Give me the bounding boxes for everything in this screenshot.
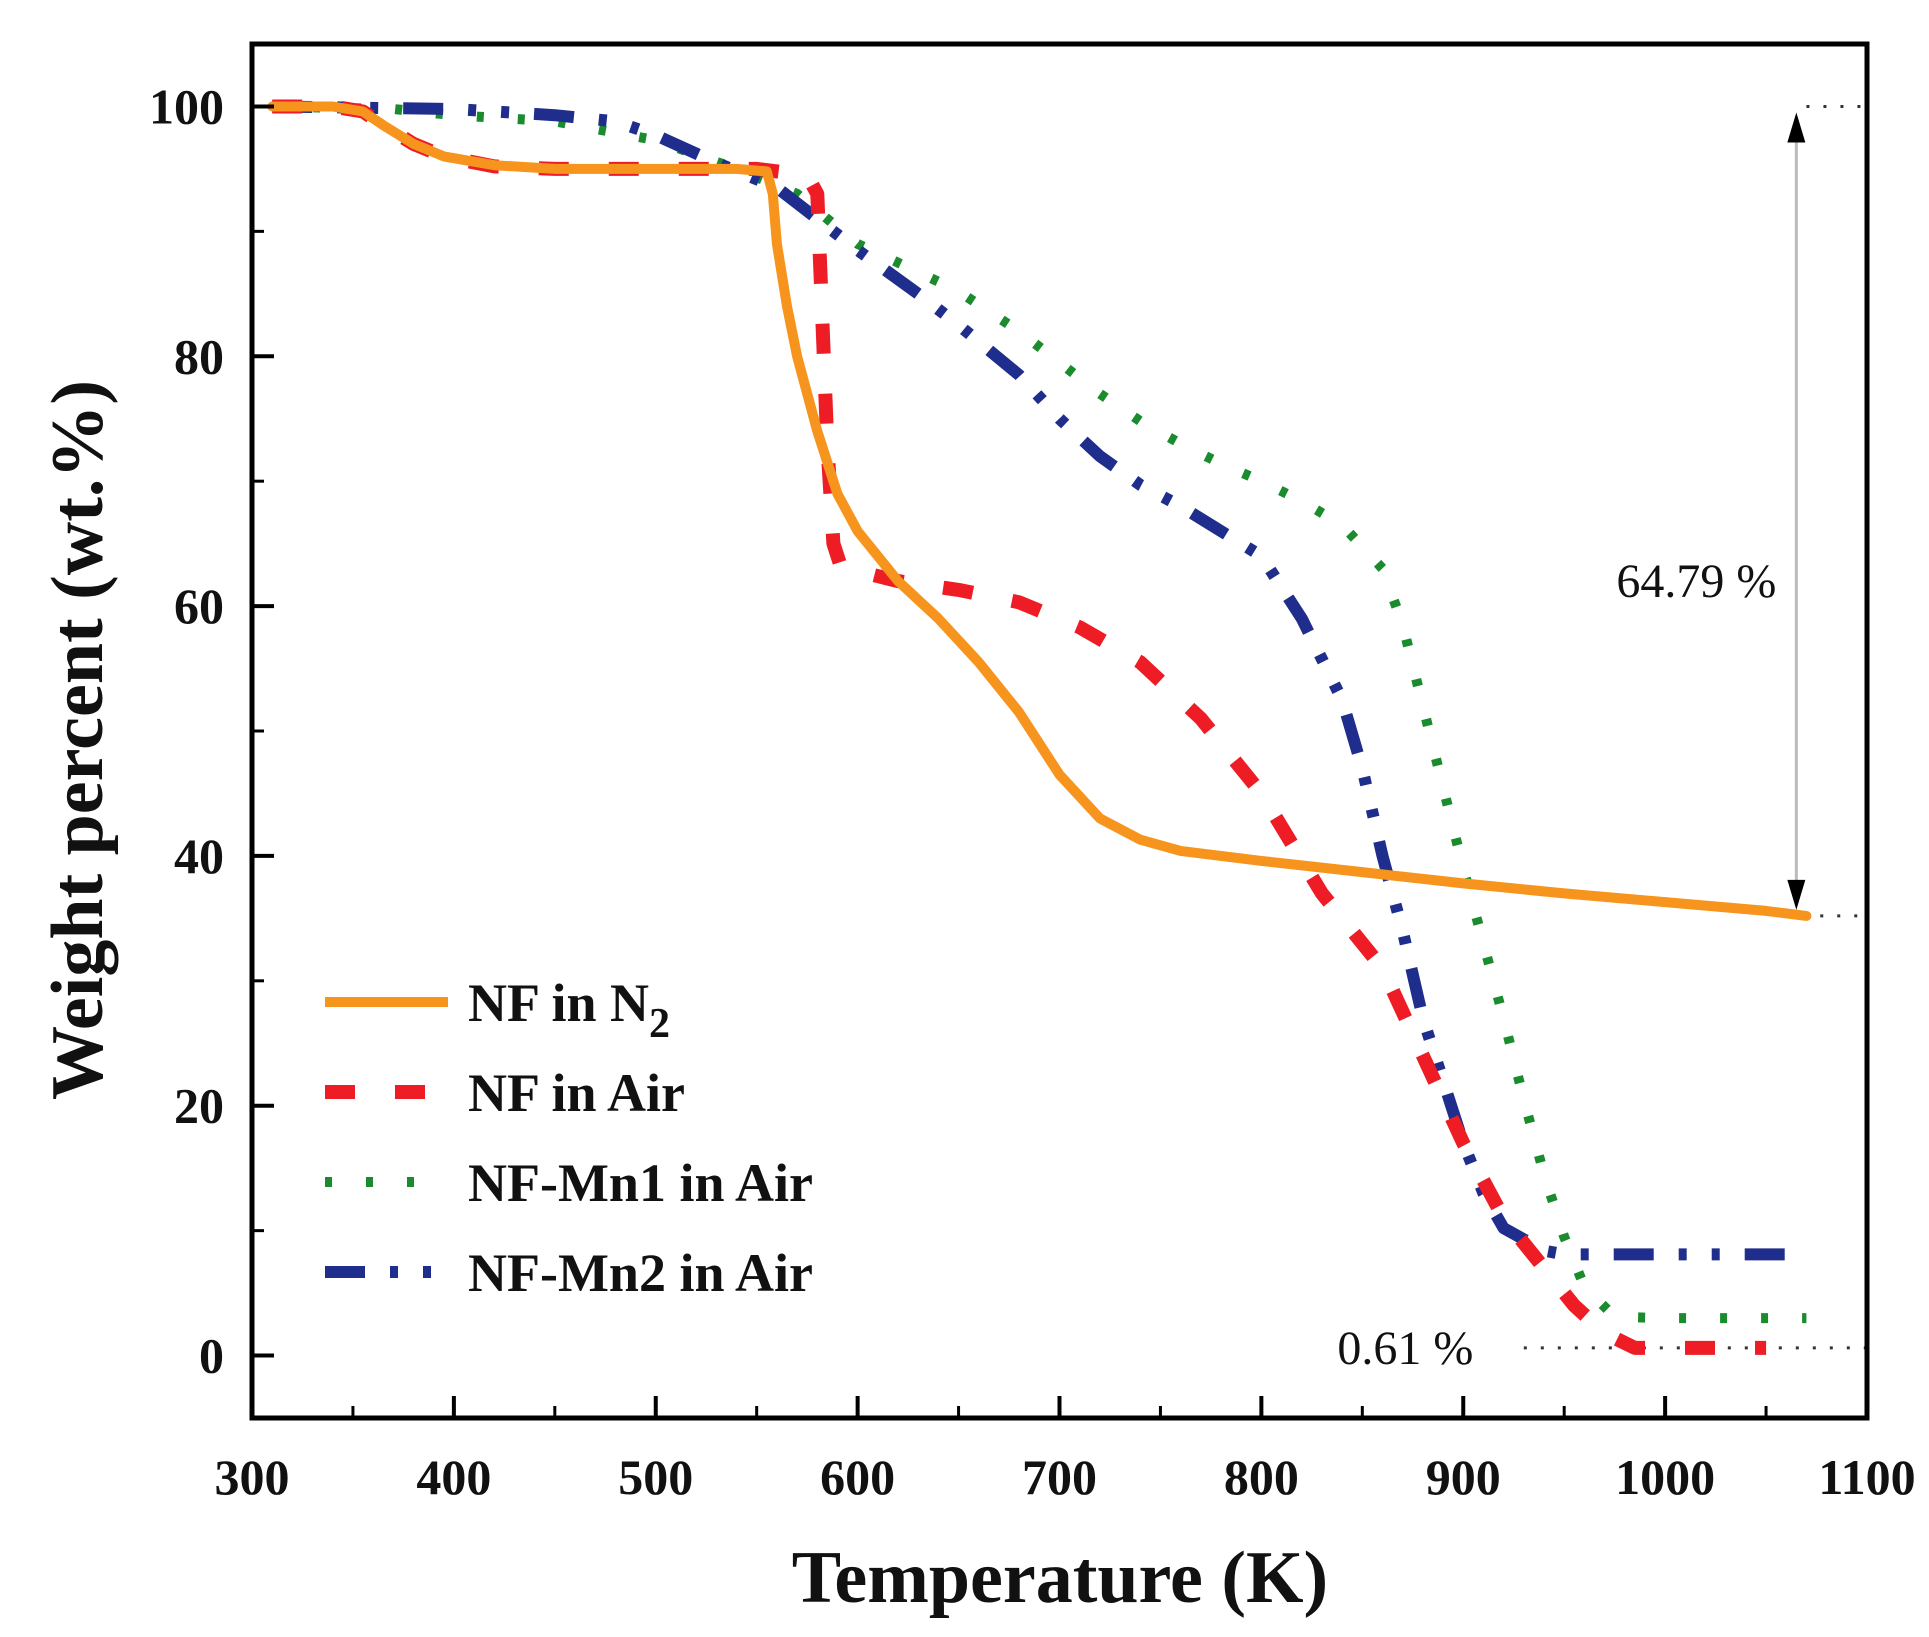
series-line-nf-mn1-in-air [272, 101, 1807, 1324]
y-tick-label: 100 [149, 78, 224, 134]
arrow-down-icon [1787, 879, 1806, 910]
legend-label-3: NF-Mn2 in Air [468, 1243, 813, 1303]
annotation-layer: 64.79 % 0.61 % [1337, 112, 1806, 1375]
y-tick-label: 60 [174, 578, 224, 634]
series-line-nf-in-n [267, 101, 1812, 921]
series-layer [267, 99, 1812, 1355]
annotation-weight-loss: 64.79 % [1616, 555, 1776, 608]
y-tick-label: 20 [174, 1078, 224, 1134]
x-tick-label: 800 [1224, 1449, 1299, 1505]
legend-label-1: NF in Air [468, 1063, 685, 1123]
x-tick-label: 700 [1022, 1449, 1097, 1505]
arrow-up-icon [1787, 112, 1806, 143]
y-axis-title: Weight percent (wt.%) [37, 380, 119, 1100]
y-tick-label: 0 [199, 1328, 224, 1384]
annotation-residue: 0.61 % [1337, 1322, 1473, 1375]
legend-label-2: NF-Mn1 in Air [468, 1153, 813, 1213]
ticks-layer: 300 400 500 600 700 800 900 1000 1100 0 20 40 60 80 10… [149, 78, 1916, 1505]
x-tick-label: 300 [215, 1449, 290, 1505]
y-tick-label: 40 [174, 828, 224, 884]
x-tick-label: 900 [1426, 1449, 1501, 1505]
x-tick-label: 600 [820, 1449, 895, 1505]
legend-label-0: NF in N2 [468, 973, 670, 1047]
reference-lines [1523, 104, 1867, 1350]
legend: NF in N2 NF in Air NF-Mn1 in Air NF-Mn2 in … [325, 973, 813, 1303]
legend-subscript: 2 [649, 1001, 670, 1047]
x-tick-label: 1100 [1818, 1449, 1915, 1505]
x-tick-label: 1000 [1615, 1449, 1715, 1505]
x-axis-title: Temperature (K) [792, 1537, 1328, 1619]
y-tick-label: 80 [174, 328, 224, 384]
series-line-nf-in-air [272, 99, 1767, 1355]
x-tick-label: 400 [416, 1449, 491, 1505]
x-tick-label: 500 [618, 1449, 693, 1505]
